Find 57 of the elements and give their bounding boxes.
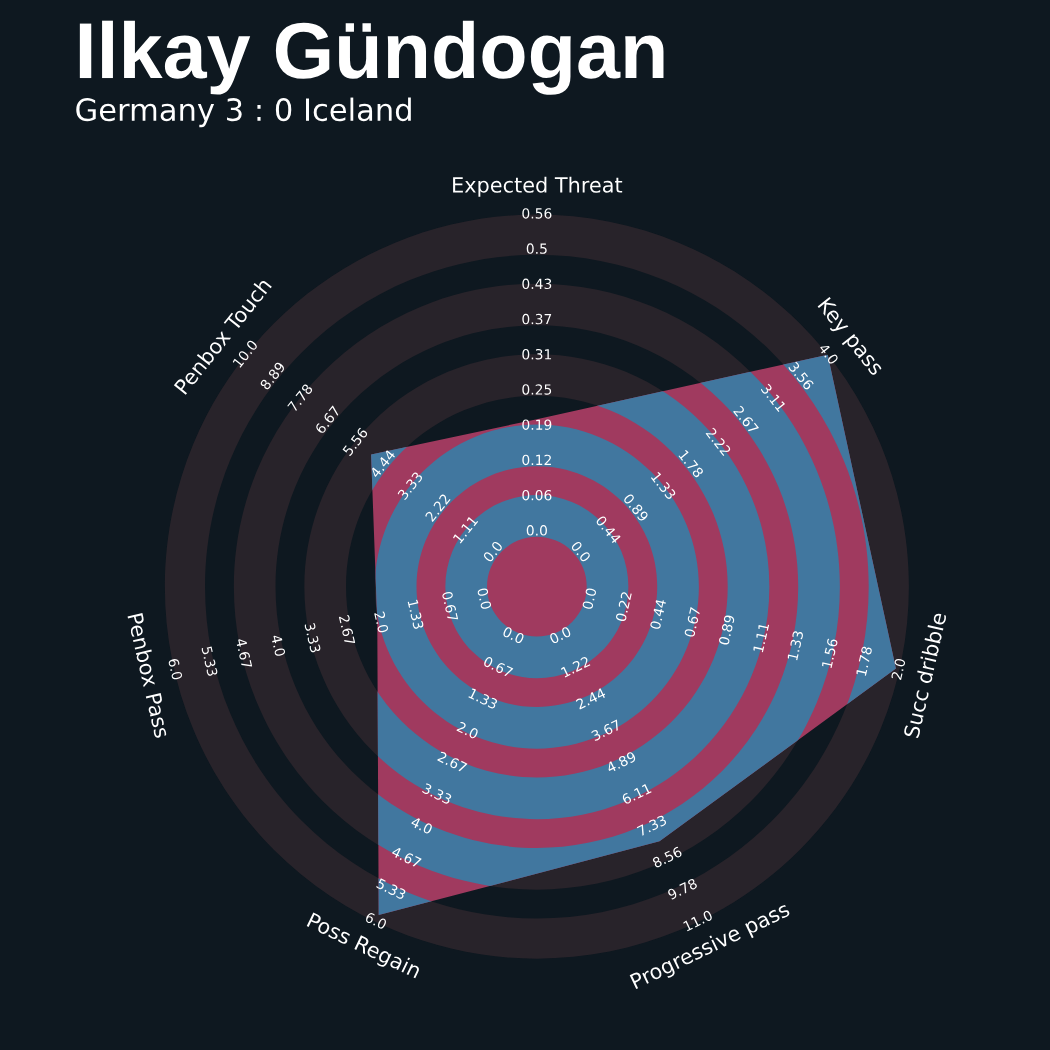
text: 1.22 (560, 656, 591, 678)
text: 2.0 (374, 611, 389, 634)
text: 0.37 (522, 313, 552, 325)
text: 0.12 (522, 454, 551, 466)
text: 0.89 (718, 614, 736, 646)
text: 7.33 (636, 814, 668, 837)
text: 2.0 (456, 721, 480, 740)
text: 0.44 (649, 598, 667, 630)
text: 0.56 (522, 208, 552, 219)
text: 4.89 (605, 751, 637, 774)
text: 5.33 (376, 878, 407, 900)
text: 1.56 (821, 638, 839, 669)
text: 1.33 (407, 599, 425, 630)
text: 3.33 (421, 782, 453, 805)
text: 0.19 (522, 419, 552, 430)
text: 3.67 (590, 719, 622, 742)
text: 6.0 (168, 658, 183, 681)
chart-title: Ilkay Gündogan (79, 20, 664, 95)
text: 0.67 (441, 591, 459, 622)
text: 1.33 (468, 687, 499, 710)
text: 0.0 (570, 540, 592, 563)
text: 8.56 (651, 846, 683, 869)
text: 5.33 (201, 646, 219, 677)
text: 0.5 (526, 243, 547, 254)
text: 0.0 (581, 587, 597, 610)
spoke-label: Expected Threat (453, 176, 623, 197)
text: 0.0 (502, 626, 525, 645)
text: 0.43 (522, 278, 552, 290)
text: 4.67 (235, 637, 253, 669)
text: 1.78 (855, 645, 873, 677)
chart-subtitle: Germany 3 : 0 Iceland (76, 97, 411, 128)
spoke-label: Penbox Pass (127, 613, 167, 739)
text: 4.0 (818, 342, 840, 366)
text: 2.67 (437, 751, 468, 773)
text: 0.22 (615, 591, 632, 622)
text: 0.0 (548, 626, 572, 645)
text: 1.33 (787, 630, 804, 661)
text: 6.11 (621, 782, 652, 805)
text: 2.67 (338, 614, 356, 646)
text: 0.67 (684, 607, 701, 638)
text: 3.33 (304, 622, 322, 653)
text: 0.31 (522, 349, 552, 360)
text: 0.06 (522, 489, 552, 501)
text: 0.0 (526, 525, 547, 536)
text: 2.0 (891, 658, 906, 681)
text: 6.0 (364, 911, 388, 930)
text: 4.0 (410, 816, 434, 835)
text: 0.67 (482, 655, 514, 678)
text: 4.67 (390, 846, 422, 869)
text: 11.0 (682, 909, 714, 932)
text: 2.44 (575, 687, 607, 710)
text: 4.0 (270, 634, 286, 657)
text: 0.0 (482, 540, 504, 563)
text: 0.25 (522, 384, 552, 395)
text: 0.0 (477, 587, 492, 610)
text: 9.78 (667, 877, 698, 901)
text: 1.11 (752, 622, 770, 653)
